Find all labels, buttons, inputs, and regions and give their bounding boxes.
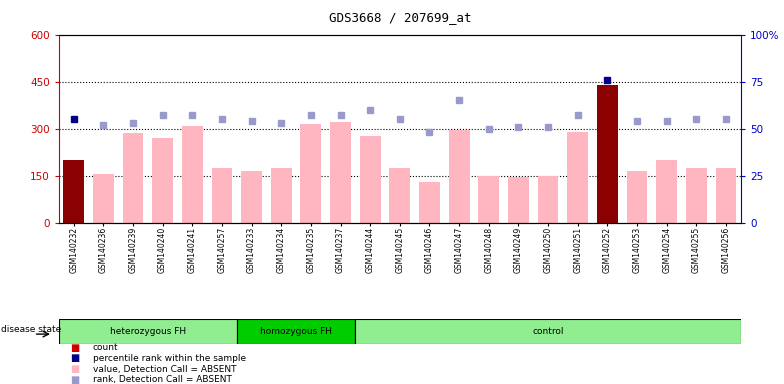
Text: homozygous FH: homozygous FH bbox=[260, 327, 332, 336]
Bar bbox=[390, 168, 410, 223]
Bar bbox=[716, 168, 736, 223]
Text: ■: ■ bbox=[71, 375, 80, 384]
Text: control: control bbox=[532, 327, 564, 336]
Text: rank, Detection Call = ABSENT: rank, Detection Call = ABSENT bbox=[93, 375, 231, 384]
Bar bbox=[626, 171, 648, 223]
Bar bbox=[182, 126, 202, 223]
Bar bbox=[686, 168, 706, 223]
Bar bbox=[568, 132, 588, 223]
Text: ■: ■ bbox=[71, 364, 80, 374]
Text: count: count bbox=[93, 343, 118, 352]
Text: GDS3668 / 207699_at: GDS3668 / 207699_at bbox=[328, 12, 471, 25]
Text: disease state: disease state bbox=[1, 325, 61, 334]
Bar bbox=[93, 174, 114, 223]
Bar bbox=[64, 160, 84, 223]
Bar bbox=[237, 319, 355, 344]
Bar bbox=[508, 177, 529, 223]
Text: ■: ■ bbox=[71, 343, 80, 353]
Bar bbox=[212, 168, 232, 223]
Text: heterozygous FH: heterozygous FH bbox=[110, 327, 186, 336]
Bar bbox=[538, 176, 558, 223]
Bar bbox=[419, 182, 440, 223]
Bar bbox=[448, 130, 470, 223]
Text: value, Detection Call = ABSENT: value, Detection Call = ABSENT bbox=[93, 364, 236, 374]
Bar bbox=[241, 171, 262, 223]
Bar bbox=[355, 319, 741, 344]
Bar bbox=[300, 124, 321, 223]
Bar bbox=[270, 168, 292, 223]
Text: ■: ■ bbox=[71, 353, 80, 363]
Bar bbox=[656, 160, 677, 223]
Text: percentile rank within the sample: percentile rank within the sample bbox=[93, 354, 245, 363]
Bar bbox=[152, 138, 173, 223]
Bar bbox=[597, 85, 618, 223]
Bar bbox=[330, 122, 351, 223]
Bar bbox=[122, 133, 143, 223]
Bar bbox=[59, 319, 237, 344]
Bar bbox=[478, 176, 499, 223]
Bar bbox=[360, 136, 380, 223]
